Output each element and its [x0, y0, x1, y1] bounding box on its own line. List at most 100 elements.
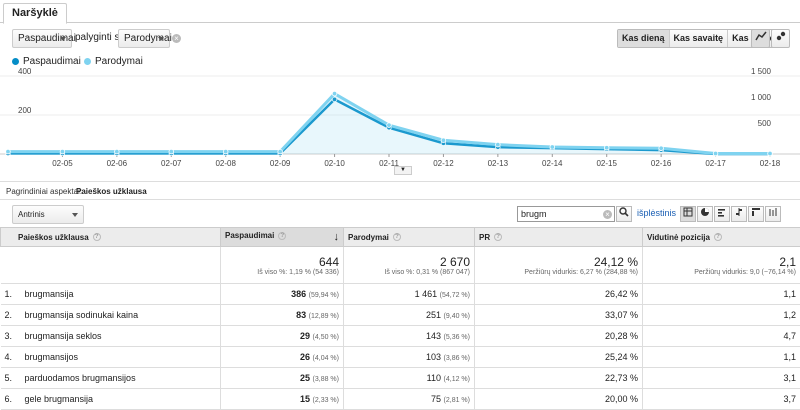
data-point-impressions	[496, 142, 501, 147]
row-index: 2.	[5, 310, 25, 320]
data-table: Paieškos užklausa? Paspaudimai?↓ Parodym…	[0, 227, 800, 410]
metric1-dropdown[interactable]: Paspaudimai	[12, 29, 72, 48]
period-weekly-button[interactable]: Kas savaitę	[669, 30, 728, 47]
x-tick-label: 02-10	[324, 159, 345, 168]
x-tick-label: 02-18	[760, 159, 781, 168]
impressions-value: 143	[426, 331, 441, 341]
impressions-percent: (2,81 %)	[444, 397, 470, 404]
x-tick-label: 02-09	[270, 159, 291, 168]
row-index: 6.	[5, 394, 25, 404]
row-index: 3.	[5, 331, 25, 341]
tab-bar	[0, 0, 800, 23]
query-link[interactable]: brugmansijos	[25, 352, 79, 362]
x-tick-label: 02-05	[52, 159, 73, 168]
header-clicks[interactable]: Paspaudimai?↓	[221, 228, 344, 247]
help-icon[interactable]: ?	[494, 233, 502, 241]
x-tick-label: 02-13	[488, 159, 509, 168]
line-chart-icon[interactable]	[751, 29, 770, 48]
avg-position-cell: 1,1	[643, 284, 800, 305]
clear-compare-icon[interactable]: ×	[172, 34, 181, 43]
header-impressions[interactable]: Parodymai?	[344, 228, 475, 247]
clicks-percent: (59,94 %)	[309, 292, 339, 299]
data-point-impressions	[332, 91, 337, 96]
chevron-down-icon	[158, 37, 164, 41]
impressions-cell: 75 (2,81 %)	[344, 389, 475, 410]
query-link[interactable]: brugmansija	[25, 289, 74, 299]
impressions-value: 1 461	[415, 289, 438, 299]
header-query[interactable]: Paieškos užklausa?	[1, 228, 221, 247]
query-cell: 2.brugmansija sodinukai kaina	[1, 305, 221, 326]
y-left-tick-label: 200	[18, 106, 32, 115]
data-point-impressions	[115, 149, 120, 154]
motion-chart-icon[interactable]	[771, 29, 790, 48]
bar-view-icon[interactable]	[714, 206, 730, 222]
metric2-dropdown[interactable]: Parodymai	[118, 29, 170, 48]
row-index: 1.	[5, 289, 25, 299]
help-icon[interactable]: ?	[714, 233, 722, 241]
table-row: 3.brugmansija seklos 29 (4,50 %)143 (5,36…	[1, 326, 800, 347]
data-point-impressions	[60, 149, 65, 154]
sort-arrow-icon: ↓	[334, 231, 340, 243]
data-point-impressions	[278, 149, 283, 154]
metric1-label: Paspaudimai	[18, 33, 76, 44]
impressions-cell: 1 461 (54,72 %)	[344, 284, 475, 305]
help-icon[interactable]: ?	[393, 233, 401, 241]
clicks-value: 83	[296, 310, 306, 320]
header-avg-position[interactable]: Vidutinė pozicija?	[643, 228, 800, 247]
impressions-cell: 143 (5,36 %)	[344, 326, 475, 347]
ctr-cell: 26,42 %	[475, 284, 643, 305]
comparison-view-icon[interactable]	[731, 206, 747, 222]
x-tick-label: 02-07	[161, 159, 182, 168]
query-link[interactable]: gele brugmansija	[25, 394, 94, 404]
clicks-cell: 83 (12,89 %)	[221, 305, 344, 326]
chevron-down-icon	[60, 37, 66, 41]
period-daily-button[interactable]: Kas dieną	[618, 30, 669, 47]
query-link[interactable]: brugmansija seklos	[25, 331, 102, 341]
table-header-row: Paieškos užklausa? Paspaudimai?↓ Parodym…	[1, 228, 800, 247]
search-icon[interactable]	[616, 206, 632, 222]
clicks-cell: 29 (4,50 %)	[221, 326, 344, 347]
x-tick-label: 02-16	[651, 159, 672, 168]
chevron-down-icon	[72, 213, 78, 217]
ctr-cell: 20,28 %	[475, 326, 643, 347]
clicks-percent: (4,50 %)	[313, 334, 339, 341]
impressions-percent: (3,86 %)	[444, 355, 470, 362]
clear-search-icon[interactable]: ×	[603, 210, 612, 219]
row-index: 4.	[5, 352, 25, 362]
help-icon[interactable]: ?	[278, 232, 286, 240]
data-point-impressions	[387, 123, 392, 128]
term-cloud-icon[interactable]	[765, 206, 781, 222]
y-right-tick-label: 500	[758, 119, 772, 128]
clicks-percent: (12,89 %)	[309, 313, 339, 320]
header-ctr[interactable]: PR?	[475, 228, 643, 247]
legend-clicks-dot	[12, 58, 19, 65]
data-point-impressions	[713, 151, 718, 156]
advanced-filter-link[interactable]: išplėstinis	[637, 208, 676, 218]
secondary-dimension-dropdown[interactable]: Antrinis aspektas	[12, 205, 84, 224]
tab-browser[interactable]: Naršyklė	[3, 3, 67, 24]
search-input[interactable]: brugm	[517, 206, 615, 222]
primary-dimension-value[interactable]: Paieškos užklausa	[76, 187, 147, 196]
pivot-view-icon[interactable]	[748, 206, 764, 222]
ctr-cell: 25,24 %	[475, 347, 643, 368]
pie-view-icon[interactable]	[697, 206, 713, 222]
legend-impressions-dot	[84, 58, 91, 65]
chart-collapse-handle[interactable]: ▼	[394, 166, 412, 175]
clicks-cell: 386 (59,94 %)	[221, 284, 344, 305]
avg-position-cell: 1,1	[643, 347, 800, 368]
avg-position-cell: 1,2	[643, 305, 800, 326]
help-icon[interactable]: ?	[93, 233, 101, 241]
legend-clicks-label: Paspaudimai	[23, 56, 81, 67]
query-link[interactable]: brugmansija sodinukai kaina	[25, 310, 139, 320]
table-view-icon[interactable]	[680, 206, 696, 222]
clicks-cell: 25 (3,88 %)	[221, 368, 344, 389]
query-link[interactable]: parduodamos brugmansijos	[25, 373, 136, 383]
data-point-impressions	[659, 146, 664, 151]
query-cell: 5.parduodamos brugmansijos	[1, 368, 221, 389]
